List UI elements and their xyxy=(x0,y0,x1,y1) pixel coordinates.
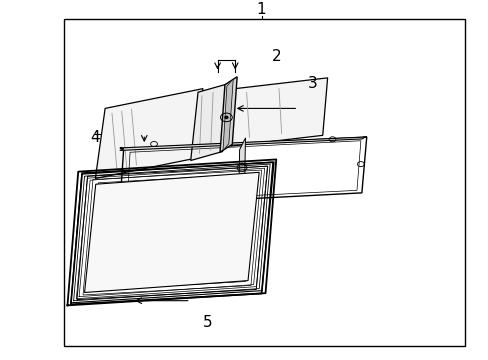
Polygon shape xyxy=(190,83,229,161)
Text: 2: 2 xyxy=(271,49,281,64)
Polygon shape xyxy=(238,138,245,205)
Polygon shape xyxy=(95,89,203,179)
Text: 1: 1 xyxy=(256,2,266,17)
Circle shape xyxy=(224,116,227,118)
Bar xyxy=(63,19,464,346)
Polygon shape xyxy=(223,79,233,151)
Text: 3: 3 xyxy=(307,76,317,91)
Polygon shape xyxy=(230,78,327,146)
Polygon shape xyxy=(220,77,237,152)
Polygon shape xyxy=(120,136,366,150)
Polygon shape xyxy=(84,172,259,293)
Text: 5: 5 xyxy=(203,315,212,330)
Text: 4: 4 xyxy=(90,130,100,145)
